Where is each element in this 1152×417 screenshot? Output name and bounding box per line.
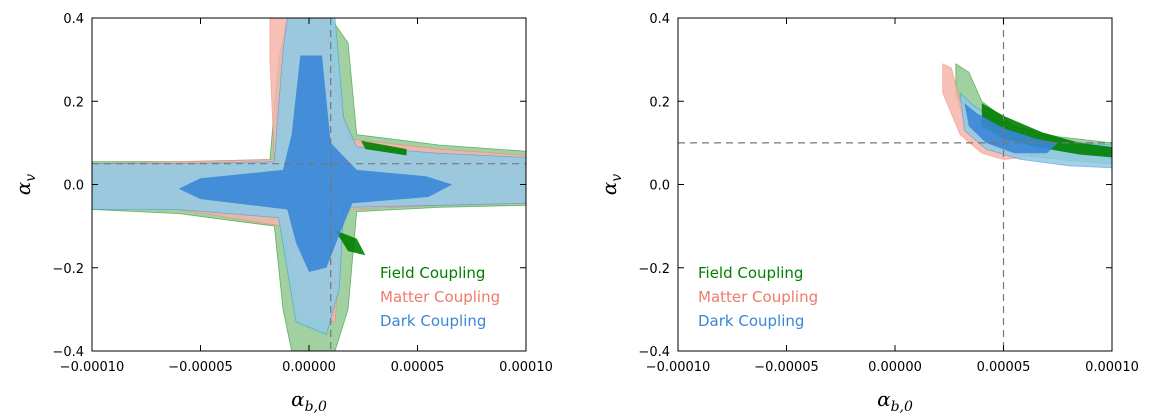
x-tick-label: 0.00000 (868, 360, 922, 375)
chart-panel-2: −0.00010 −0.00005 0.00000 0.00005 0.00010 −0.… (597, 12, 1139, 415)
x-tick-label: −0.00005 (754, 360, 819, 375)
x-tick-label: −0.00010 (60, 360, 125, 375)
legend-entry-field-coupling: Field Coupling (698, 264, 803, 282)
x-tick-label: −0.00005 (168, 360, 233, 375)
plot-area (678, 18, 1112, 351)
chart-panel-1: −0.00010 −0.00005 0.00000 0.00005 0.00010 −0.… (11, 12, 553, 415)
contour-inner-field-coupling (335, 230, 366, 256)
y-tick-label: 0.2 (649, 95, 670, 110)
contour-inner-dark-coupling (964, 103, 1058, 154)
legend-entry-matter-coupling: Matter Coupling (698, 288, 818, 306)
y-tick-label: −0.4 (638, 345, 670, 360)
contour-inner-field-coupling (981, 103, 1112, 158)
y-axis-label: αv (597, 174, 625, 196)
x-axis-label: αb,0 (877, 387, 913, 415)
y-tick-label: −0.4 (52, 345, 84, 360)
x-tick-label: 0.00010 (1085, 360, 1139, 375)
legend-entry-matter-coupling: Matter Coupling (380, 288, 500, 306)
y-axis-label: αv (11, 174, 39, 196)
y-tick-label: 0.4 (63, 12, 84, 27)
y-tick-label: 0.2 (63, 95, 84, 110)
contour-inner-dark-coupling (178, 55, 453, 272)
y-tick-label: 0.0 (63, 179, 84, 194)
y-tick-label: 0.4 (649, 12, 670, 27)
legend-entry-field-coupling: Field Coupling (380, 264, 485, 282)
x-axis-label: αb,0 (291, 387, 327, 415)
contour-inner-field-coupling (361, 140, 407, 156)
x-tick-label: 0.00005 (977, 360, 1031, 375)
y-tick-label: −0.2 (638, 262, 670, 277)
x-tick-label: 0.00000 (282, 360, 336, 375)
plot-area (92, 18, 526, 351)
legend-entry-dark-coupling: Dark Coupling (698, 312, 804, 330)
y-tick-label: 0.0 (649, 179, 670, 194)
x-tick-label: 0.00005 (391, 360, 445, 375)
x-tick-label: 0.00010 (499, 360, 553, 375)
y-tick-label: −0.2 (52, 262, 84, 277)
legend-entry-dark-coupling: Dark Coupling (380, 312, 486, 330)
x-tick-label: −0.00010 (646, 360, 711, 375)
